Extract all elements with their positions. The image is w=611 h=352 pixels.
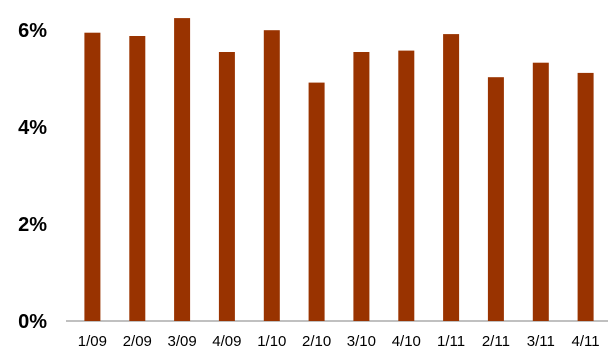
y-tick-label: 2% (18, 214, 47, 236)
y-axis-tick-labels: 0% 2% 4% 6% (18, 20, 47, 333)
bars-group (84, 18, 594, 322)
bar-2-09 (129, 36, 146, 321)
y-tick-label: 0% (18, 311, 47, 333)
x-axis-tick-labels: 1/09 2/09 3/09 4/09 1/10 2/10 3/10 4/10 1/11 2/11… (78, 333, 600, 350)
bar-4-11 (577, 72, 594, 322)
bar-2-11 (487, 77, 504, 321)
bar-2-10 (308, 82, 325, 321)
x-tick-label: 2/11 (482, 333, 510, 350)
bar-3-11 (532, 62, 549, 321)
bar-4-09 (218, 52, 235, 321)
x-tick-label: 1/10 (257, 333, 286, 350)
bar-4-10 (398, 50, 415, 321)
x-tick-label: 4/09 (212, 333, 241, 350)
x-tick-label: 4/11 (572, 333, 600, 350)
x-tick-label: 2/09 (123, 333, 152, 350)
x-tick-label: 1/09 (78, 333, 107, 350)
y-tick-label: 4% (18, 117, 47, 139)
x-tick-label: 3/11 (527, 333, 555, 350)
x-tick-label: 4/10 (392, 333, 421, 350)
x-tick-label: 2/10 (302, 333, 331, 350)
bar-3-09 (174, 18, 191, 321)
x-tick-label: 3/09 (167, 333, 196, 350)
bar-1-11 (443, 34, 460, 321)
x-tick-label: 3/10 (347, 333, 376, 350)
y-tick-label: 6% (18, 20, 47, 42)
x-tick-label: 1/11 (437, 333, 465, 350)
bar-3-10 (353, 52, 370, 321)
bar-1-09 (84, 32, 101, 321)
bar-1-10 (263, 30, 280, 321)
